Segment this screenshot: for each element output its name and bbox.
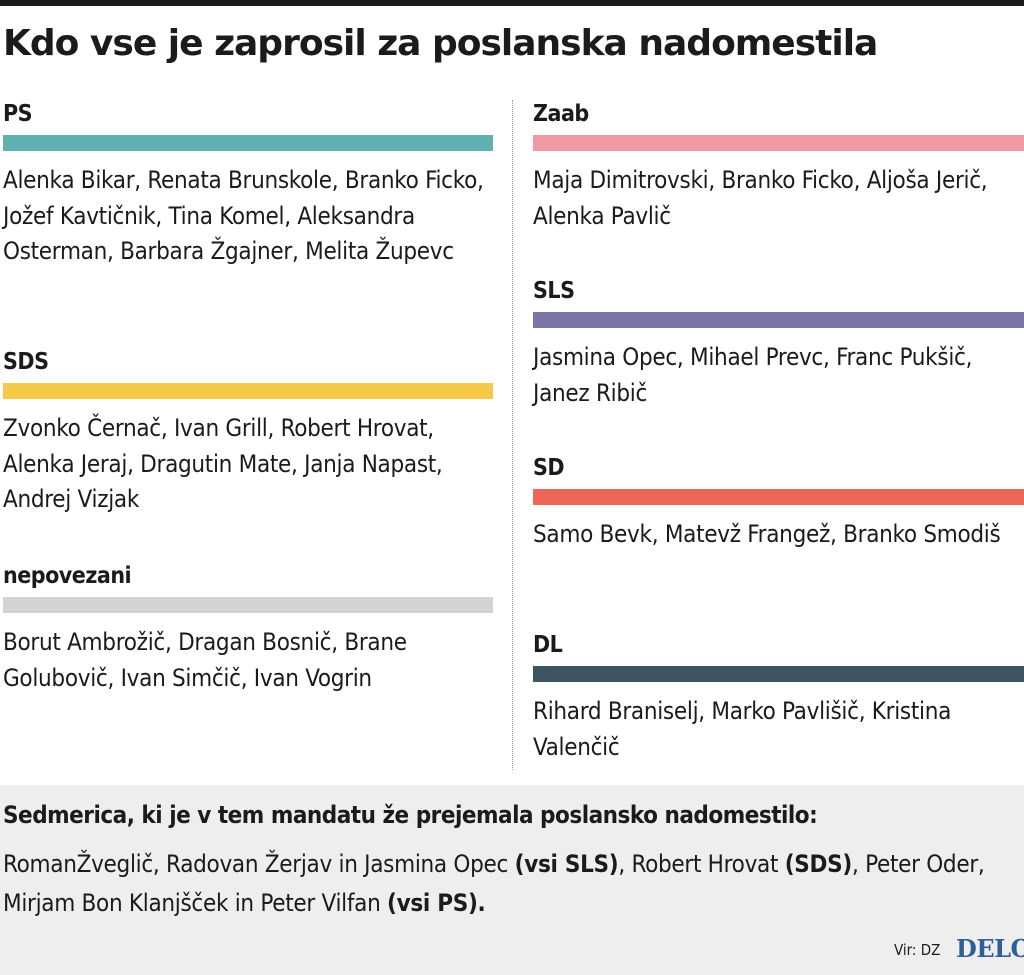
group-name: SDS — [3, 349, 49, 375]
group-color-bar — [3, 383, 493, 399]
group-color-bar — [3, 135, 493, 151]
footer-text-part: RomanŽveglič, Radovan Žerjav in Jasmina … — [3, 850, 515, 878]
group-name: nepovezani — [3, 563, 132, 589]
page-title: Kdo vse je zaprosil za poslanska nadomes… — [3, 23, 878, 64]
group-name: SLS — [533, 278, 575, 304]
group-color-bar — [533, 135, 1024, 151]
group-color-bar — [533, 489, 1024, 505]
footer-panel: Sedmerica, ki je v tem mandatu že prejem… — [0, 785, 1024, 975]
group-color-bar — [533, 666, 1024, 682]
source-credit: Vir: DZ — [894, 941, 941, 959]
group-sds: SDS Zvonko Černač, Ivan Grill, Robert Hr… — [3, 348, 493, 518]
footer-party-ps: (vsi PS). — [387, 889, 486, 917]
group-sls: SLS Jasmina Opec, Mihael Prevc, Franc Pu… — [533, 277, 1024, 411]
footer-party-sls: (vsi SLS) — [514, 850, 619, 878]
group-zaab: Zaab Maja Dimitrovski, Branko Ficko, Alj… — [533, 100, 1024, 234]
delo-logo: DELO — [956, 934, 1024, 963]
group-members: Zvonko Černač, Ivan Grill, Robert Hrovat… — [3, 414, 443, 513]
footer-text-part: , Robert Hrovat — [618, 850, 785, 878]
top-rule — [0, 0, 1024, 6]
group-nepovezani: nepovezani Borut Ambrožič, Dragan Bosnič… — [3, 562, 493, 696]
group-members: Maja Dimitrovski, Branko Ficko, Aljoša J… — [533, 166, 988, 230]
group-members: Borut Ambrožič, Dragan Bosnič, Brane Gol… — [3, 628, 407, 692]
column-divider — [512, 100, 513, 770]
group-color-bar — [3, 597, 493, 613]
group-ps: PS Alenka Bikar, Renata Brunskole, Brank… — [3, 100, 493, 270]
group-name: Zaab — [533, 101, 589, 127]
footer-text: RomanŽveglič, Radovan Žerjav in Jasmina … — [3, 845, 1018, 923]
group-members: Alenka Bikar, Renata Brunskole, Branko F… — [3, 166, 484, 265]
footer-text-part: , Peter Oder, Mirjam Bon Klanjšček in Pe… — [3, 850, 985, 917]
group-sd: SD Samo Bevk, Matevž Frangež, Branko Smo… — [533, 454, 1024, 553]
footer-party-sds: (SDS) — [784, 850, 853, 878]
group-members: Rihard Braniselj, Marko Pavlišič, Kristi… — [533, 697, 952, 761]
group-dl: DL Rihard Braniselj, Marko Pavlišič, Kri… — [533, 631, 1024, 765]
group-name: SD — [533, 455, 565, 481]
footer-heading: Sedmerica, ki je v tem mandatu že prejem… — [3, 801, 818, 829]
group-color-bar — [533, 312, 1024, 328]
group-members: Jasmina Opec, Mihael Prevc, Franc Pukšič… — [533, 343, 973, 407]
group-name: DL — [533, 632, 563, 658]
group-name: PS — [3, 101, 33, 127]
group-members: Samo Bevk, Matevž Frangež, Branko Smodiš — [533, 520, 1001, 548]
